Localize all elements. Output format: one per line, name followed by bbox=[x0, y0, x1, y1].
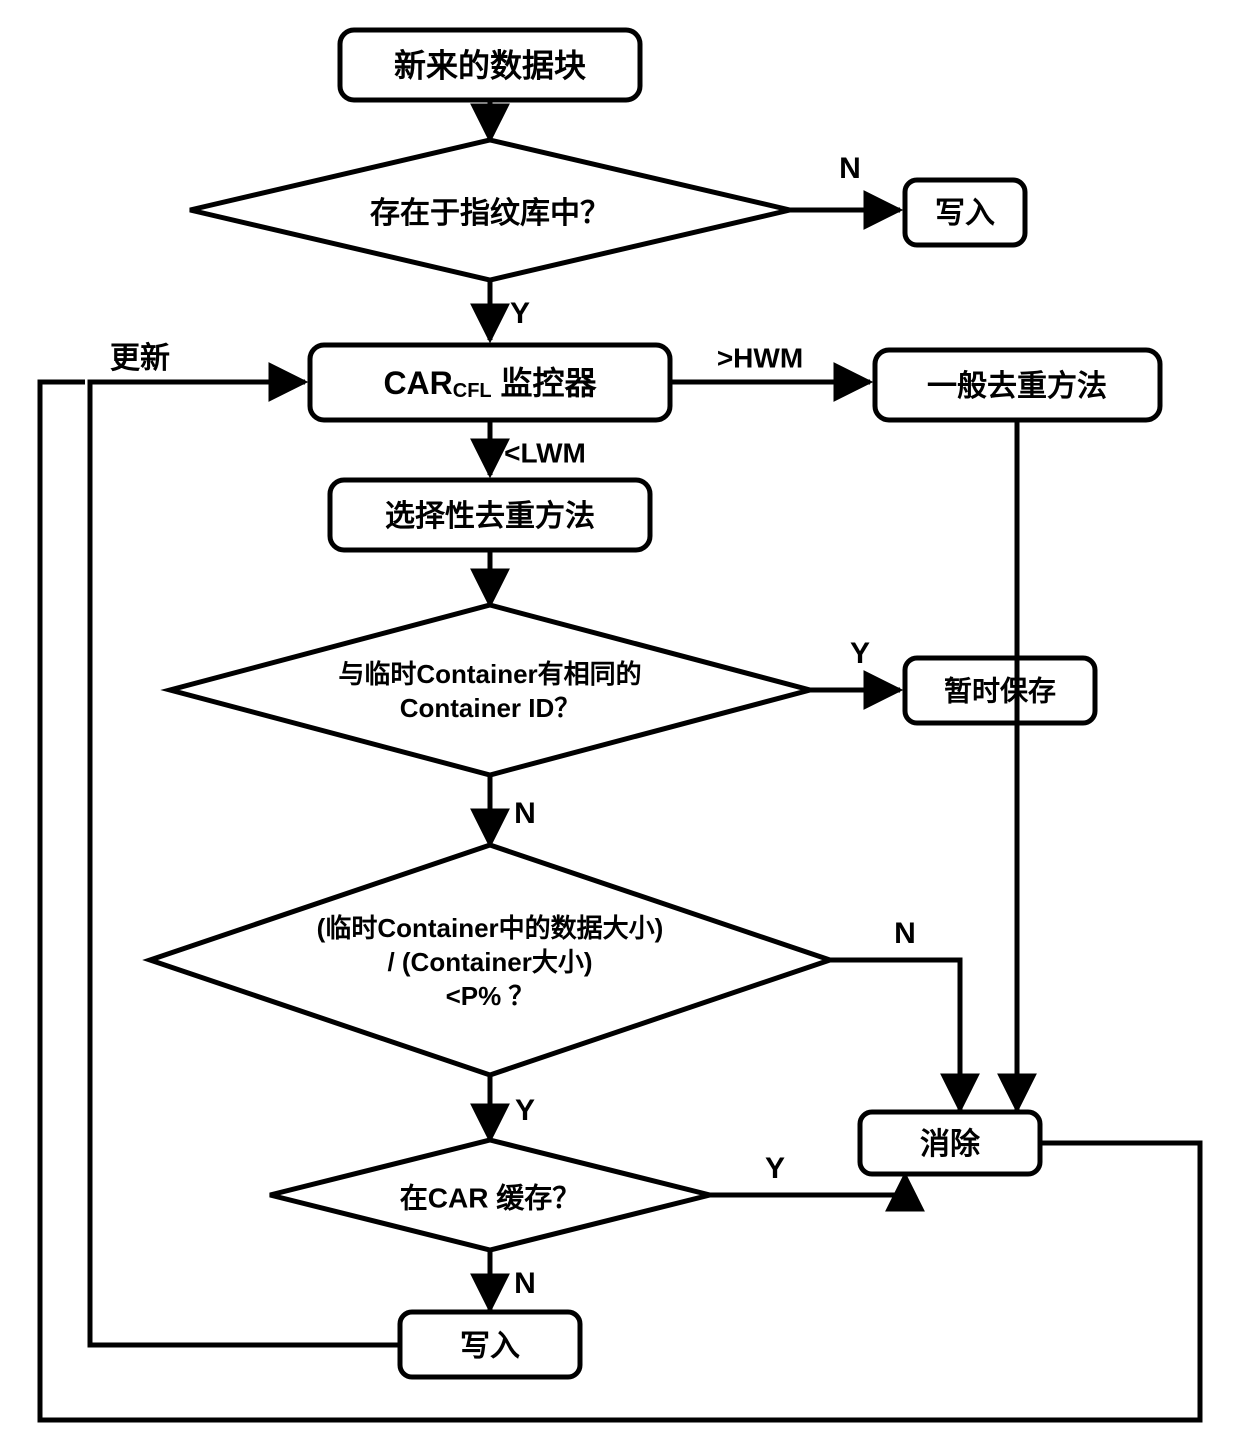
flowchart: 新来的数据块 存在于指纹库中？ N 写入 Y CARCFL 监控器 >HWM 一… bbox=[0, 0, 1240, 1450]
node-eliminate-label: 消除 bbox=[920, 1127, 981, 1161]
edge-label-n: N bbox=[514, 1267, 536, 1300]
node-fingerprint-check-label: 存在于指纹库中？ bbox=[370, 197, 610, 230]
node-write-top-label: 写入 bbox=[935, 197, 995, 230]
edge-label-y: Y bbox=[850, 637, 870, 670]
node-size-check-label-3: <P% ？ bbox=[446, 981, 535, 1011]
node-container-id-check-label-1: 与临时Container有相同的 bbox=[338, 659, 641, 689]
edge-label-n: N bbox=[839, 152, 861, 185]
node-temp-save-label: 暂时保存 bbox=[944, 674, 1056, 706]
edge-label-n: N bbox=[514, 797, 536, 830]
node-cache-check-label: 在CAR 缓存？ bbox=[400, 1181, 580, 1213]
edge-label-y: Y bbox=[765, 1152, 785, 1185]
edge-label-y: Y bbox=[510, 297, 530, 330]
edge bbox=[830, 960, 960, 1110]
node-size-check-label-2: / (Container大小) bbox=[387, 947, 592, 977]
edge-label-lwm: <LWM bbox=[504, 437, 586, 468]
edge-label-n: N bbox=[894, 917, 916, 950]
node-start-label: 新来的数据块 bbox=[394, 47, 586, 83]
edge-label-y: Y bbox=[515, 1094, 535, 1127]
node-container-id-check bbox=[170, 605, 810, 775]
node-container-id-check-label-2: Container ID？ bbox=[400, 693, 581, 723]
node-size-check-label-1: (临时Container中的数据大小) bbox=[317, 913, 664, 943]
edge-label-hwm: >HWM bbox=[717, 342, 803, 373]
node-selective-dedup-label: 选择性去重方法 bbox=[385, 499, 595, 533]
node-write-bottom-label: 写入 bbox=[460, 1330, 520, 1363]
edge bbox=[710, 1175, 905, 1195]
node-general-dedup-label: 一般去重方法 bbox=[927, 369, 1107, 403]
edge-label-update: 更新 bbox=[110, 342, 170, 375]
